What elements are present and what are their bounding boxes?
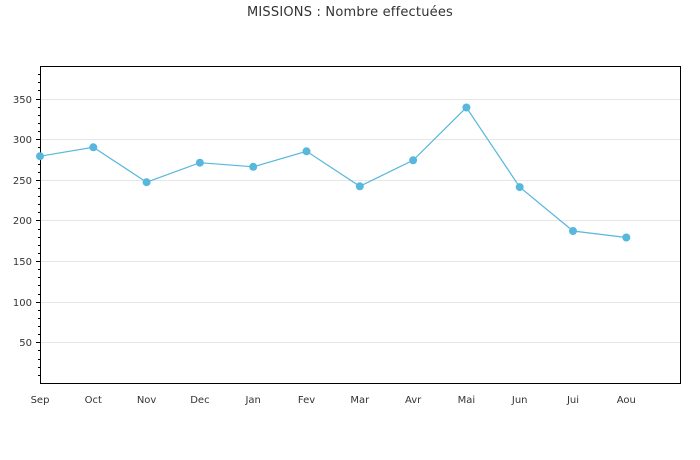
y-tick-label: 50	[19, 338, 32, 349]
x-tick-label: Mar	[350, 395, 370, 406]
data-point	[36, 152, 44, 161]
series-line	[39, 106, 627, 239]
data-point	[515, 183, 524, 192]
data-point	[195, 158, 204, 167]
y-tick-label: 100	[13, 298, 32, 309]
data-point	[462, 103, 471, 112]
data-point	[89, 143, 98, 152]
data-point	[622, 233, 631, 242]
x-tick-label: Jun	[511, 395, 528, 406]
x-tick-label: Fev	[298, 395, 315, 406]
series	[36, 103, 631, 242]
chart-title: MISSIONS : Nombre effectuées	[246, 5, 454, 20]
y-tick-label: 300	[13, 135, 32, 146]
y-tick-label: 200	[13, 216, 32, 227]
x-tick-label: Jan	[244, 395, 260, 406]
y-axis: 50 100 150 200 250 300 350	[13, 74, 40, 376]
grid-lines	[41, 99, 680, 343]
y-tick-label: 350	[13, 95, 32, 106]
y-tick-label: 150	[13, 257, 32, 268]
x-tick-label: Avr	[405, 395, 422, 406]
x-tick-label: Dec	[190, 395, 209, 406]
x-tick-label: Oct	[85, 395, 102, 406]
x-tick-label: Jui	[566, 395, 579, 406]
plot-area	[40, 66, 681, 384]
x-axis: Sep Oct Nov Dec Jan Fev Mar Avr Mai Jun Jui Aou	[31, 395, 636, 406]
data-point	[249, 162, 258, 171]
data-point	[355, 182, 364, 191]
data-point	[409, 156, 418, 165]
x-tick-label: Sep	[31, 395, 50, 406]
data-point	[569, 227, 577, 235]
x-tick-label: Nov	[137, 395, 157, 406]
data-point	[142, 178, 151, 187]
x-tick-label: Aou	[617, 395, 636, 406]
x-tick-label: Mai	[458, 395, 476, 406]
data-point	[302, 147, 311, 156]
y-tick-label: 250	[13, 176, 32, 187]
